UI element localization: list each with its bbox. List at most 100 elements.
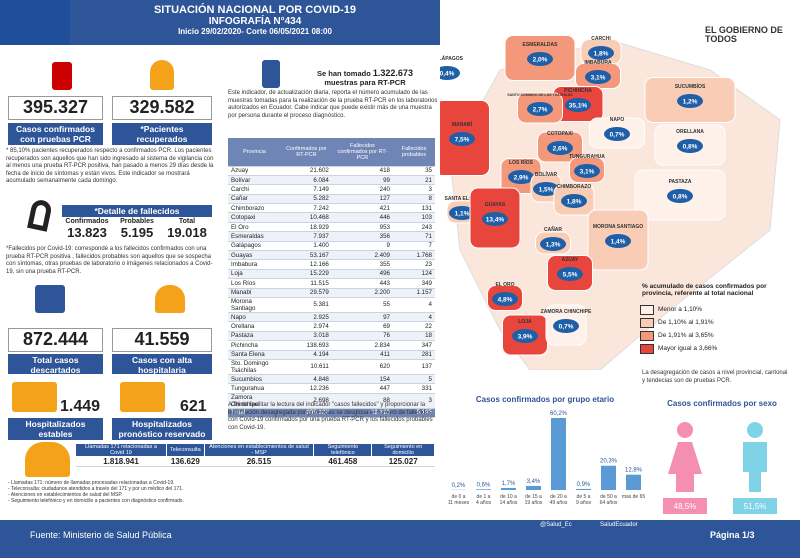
person-icon	[150, 60, 174, 90]
service-label: Atenciones en establecimientos de salud …	[203, 443, 315, 457]
table-cell: 443	[331, 278, 393, 289]
table-cell: Esmeraldas	[228, 231, 281, 242]
value-label: 60,2%	[550, 411, 568, 417]
table-cell: Cañar	[228, 194, 281, 205]
table-cell: 35	[393, 166, 435, 176]
table-cell: 281	[393, 350, 435, 360]
service-note: - Llamadas 171: número de llamadas proce…	[8, 480, 175, 486]
death-item: Total 19.018	[162, 218, 212, 240]
table-cell: 2.834	[331, 340, 393, 351]
service-label: Seguimiento en domicilio	[371, 443, 435, 457]
twitter: @Salud_Ec	[540, 522, 572, 528]
province-pct: 1,8%	[567, 199, 582, 206]
table-row: Orellana 2.974 69 22	[228, 321, 435, 332]
bar	[526, 485, 541, 490]
value-label: 0,2%	[452, 483, 466, 489]
province-pct: 0,7%	[559, 324, 574, 331]
samples-prefix: Se han tomado	[317, 69, 371, 78]
province-pct: 1,2%	[683, 99, 698, 106]
pct-badge	[585, 70, 611, 84]
x-tick-label: de 15 a 19 años	[525, 494, 543, 506]
header: SITUACIÓN NACIONAL POR COVID-19 INFOGRAF…	[70, 0, 440, 45]
table-cell: Los Ríos	[228, 278, 281, 289]
services-table: Llamadas 171 relacionadas a Covid 19 Tele…	[74, 443, 435, 467]
legend: Menor a 1,10% De 1,10% al 1,91% De 1,91% a…	[640, 303, 740, 355]
age-chart: Casos confirmados por grupo etario 0,2% de…	[448, 395, 646, 506]
x-tick-label: de 20 a 49 años	[550, 494, 568, 506]
table-cell: 418	[331, 166, 393, 176]
table-row: Pichincha 138.693 2.834 347	[228, 340, 435, 351]
province-name: MANABÍ	[452, 120, 473, 128]
table-cell: 131	[393, 203, 435, 214]
table-cell: 2.200	[331, 288, 393, 298]
x-tick-label: de 10 a 14 años	[500, 494, 518, 506]
province-name: CHIMBORAZO	[557, 184, 592, 190]
pct-badge	[512, 329, 538, 343]
agent-icon	[25, 442, 70, 477]
value-label: 0,6%	[477, 482, 491, 488]
table-cell: 9	[331, 241, 393, 252]
table-cell: 55	[331, 297, 393, 313]
province-name: MORONA SANTIAGO	[593, 224, 643, 230]
table-row: Imbabura 12.166 355 23	[228, 259, 435, 270]
service-value: 461.458	[313, 456, 372, 467]
table-cell: 11.515	[280, 278, 332, 289]
province-name: IMBABURA	[584, 60, 612, 66]
pct-badge	[574, 164, 600, 178]
pct-badge	[449, 132, 475, 146]
table-row: Zamora Chinchipe 2.698 88 3	[228, 393, 435, 409]
sample-icon	[262, 60, 280, 88]
reserved-value: 621	[180, 398, 207, 415]
province-name: NAPO	[610, 117, 625, 123]
pct-badge	[449, 206, 475, 220]
table-row: Sucumbíos 4.848 154 5	[228, 374, 435, 385]
period: Inicio 29/02/2020- Corte 06/05/2021 08:0…	[178, 27, 332, 36]
legend-item: De 1,91% al 3,65%	[640, 329, 740, 342]
subtitle: INFOGRAFÍA N°434	[208, 16, 302, 27]
table-cell: Azuay	[228, 166, 281, 176]
samples-note: Este indicador, de actualización diaria,…	[228, 90, 438, 119]
table-cell: 7.937	[280, 231, 332, 242]
value-label: 51,5%	[744, 502, 767, 511]
table-cell: 8	[393, 194, 435, 205]
table-cell: 7.149	[280, 184, 332, 195]
table-cell: 2.698	[280, 393, 332, 409]
pct-badge	[605, 234, 631, 248]
pct-badge	[527, 102, 553, 116]
service-label: Teleconsulta	[166, 443, 205, 457]
confirmed-label: Casos confirmados con pruebas PCR	[8, 123, 103, 145]
pct-badge	[677, 139, 703, 153]
table-cell: 15.229	[280, 269, 332, 280]
province-pct: 2,9%	[514, 175, 529, 182]
deaths-detail: Confirmados 13.823 Probables 5.195 Total 19.0…	[62, 218, 212, 244]
table-cell: 22	[393, 321, 435, 332]
table-cell: 331	[393, 383, 435, 394]
province-name: CAÑAR	[544, 226, 562, 233]
chart-title: Casos confirmados por sexo	[667, 399, 777, 408]
value-label: 1,7%	[502, 481, 516, 487]
table-cell: 53.167	[280, 250, 332, 261]
table-row: Cotopaxi 10.468 446 103	[228, 212, 435, 223]
table-cell: 21.602	[280, 166, 332, 176]
province-pct: 1,5%	[539, 187, 554, 194]
service-value: 125.027	[371, 456, 435, 467]
sex-chart: Casos confirmados por sexo 48,5% 51,5%	[663, 399, 777, 514]
deaths-info: A fin de facilitar la lectura del indica…	[228, 402, 433, 431]
table-row: Cañar 5.282 127 8	[228, 194, 435, 205]
recovered-value: 329.582	[112, 96, 212, 120]
table-cell: 5	[393, 374, 435, 385]
province-name: SUCUMBÍOS	[675, 82, 706, 90]
discharged-icon	[155, 285, 185, 313]
table-cell: 496	[331, 269, 393, 280]
value-label: 12,8%	[625, 468, 643, 474]
table-cell: 240	[331, 184, 393, 195]
bar	[626, 474, 641, 490]
service-label: Llamadas 171 relacionadas a Covid 19	[74, 443, 168, 457]
province-pct: 4,8%	[498, 297, 513, 304]
table-cell: 10.611	[280, 359, 332, 375]
table-cell: Cotopaxi	[228, 212, 281, 223]
province-name: ESMERALDAS	[522, 42, 558, 48]
pct-badge	[440, 66, 460, 80]
table-cell: Pichincha	[228, 340, 281, 351]
